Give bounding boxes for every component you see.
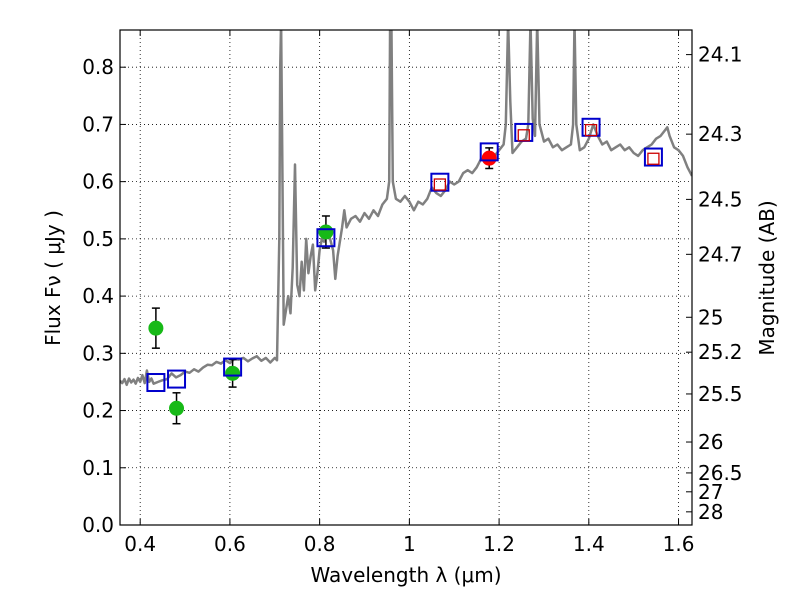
model-photometry-square [430, 172, 450, 192]
y-tick-label: 0.8 [82, 55, 114, 79]
x-tick-label: 1.6 [663, 532, 695, 556]
x-tick-label: 0.8 [304, 532, 336, 556]
model-photometry-inner-square [517, 129, 530, 142]
y-tick-label: 0.5 [82, 227, 114, 251]
plot-frame [119, 29, 693, 526]
data-point [318, 224, 334, 240]
data-point [225, 365, 241, 381]
x-axis-title: Wavelength λ (μm) [310, 563, 501, 587]
y-tick-label: 0.1 [82, 456, 114, 480]
model-photometry-inner-square [647, 152, 660, 165]
right-axis-tick-label: 24.1 [698, 43, 743, 67]
x-tick-label: 0.6 [214, 532, 246, 556]
right-axis-tick-label: 24.5 [698, 187, 743, 211]
model-photometry-square [316, 228, 336, 248]
spectrum-line [120, 30, 692, 387]
model-photometry-inner-square [584, 123, 598, 137]
y-axis-title-right: Magnitude (AB) [755, 200, 779, 355]
right-axis-tick-label: 27 [698, 480, 723, 504]
right-axis-tick-label: 26.5 [698, 461, 743, 485]
x-tick-label: 1 [403, 532, 416, 556]
right-axis-tick-label: 24.7 [698, 242, 743, 266]
y-tick-label: 0.6 [82, 170, 114, 194]
right-axis-tick-label: 25.2 [698, 340, 743, 364]
right-axis-tick-label: 28 [698, 500, 723, 524]
x-tick-label: 0.4 [124, 532, 156, 556]
grid [120, 30, 692, 526]
model-photometry-inner-square [433, 178, 447, 191]
y-axis-title-left: Flux Fν ( μJy ) [41, 210, 65, 346]
model-photometry-square [223, 357, 243, 377]
y-tick-label: 0.2 [82, 399, 114, 423]
right-axis-tick-label: 25.5 [698, 382, 743, 406]
right-axis-tick-label: 26 [698, 430, 723, 454]
data-point [481, 150, 497, 166]
data-point [169, 400, 185, 416]
y-tick-label: 0.7 [82, 112, 114, 136]
model-photometry-square [643, 147, 663, 167]
model-photometry-square [167, 369, 187, 389]
y-tick-label: 0.4 [82, 284, 114, 308]
model-photometry-square [479, 142, 499, 162]
x-tick-label: 1.4 [573, 532, 605, 556]
right-axis-tick-label: 24.3 [698, 122, 743, 146]
right-axis-tick-label: 25 [698, 305, 723, 329]
y-tick-label: 0.3 [82, 341, 114, 365]
y-tick-label: 0.0 [82, 513, 114, 537]
model-photometry-square [146, 373, 166, 393]
x-tick-label: 1.2 [483, 532, 515, 556]
data-point [148, 320, 164, 336]
